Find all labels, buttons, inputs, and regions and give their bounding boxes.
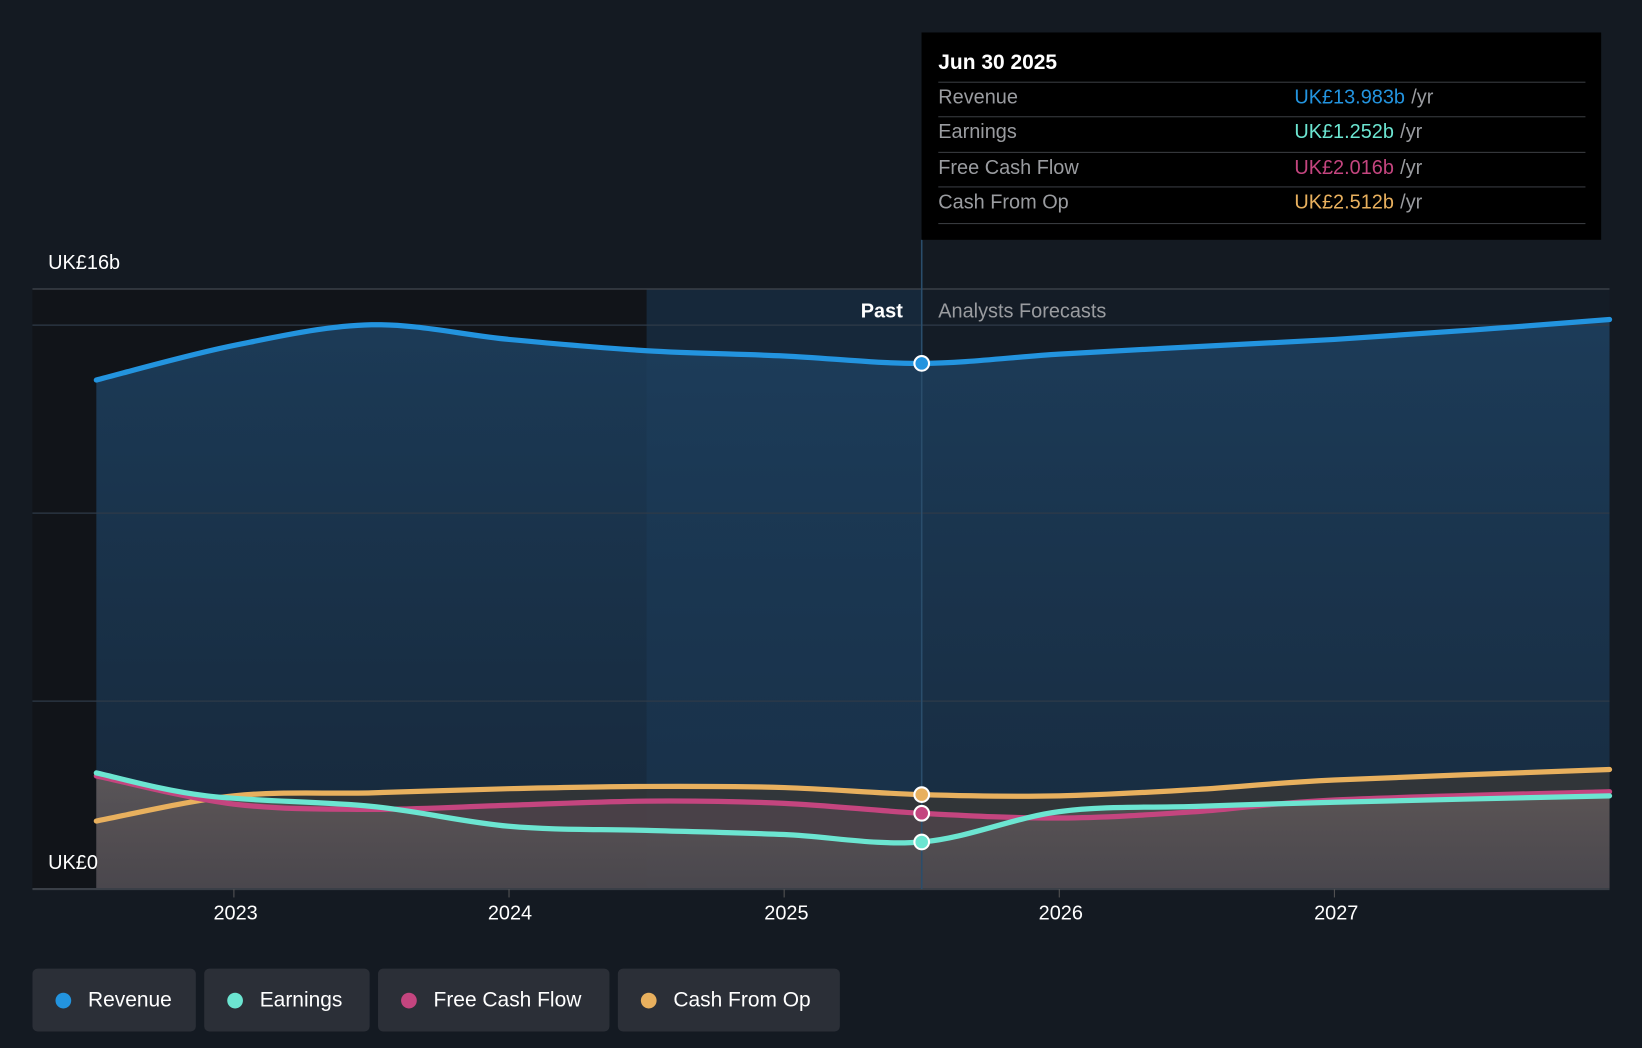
legend-label: Cash From Op — [673, 988, 811, 1012]
free-cash-flow-marker[interactable] — [913, 804, 931, 822]
tooltip-label: Revenue — [938, 86, 1018, 109]
tooltip-row-fcf: Free Cash Flow UK£2.016b/yr — [938, 151, 1586, 188]
earnings-marker[interactable] — [913, 833, 931, 851]
tooltip-label: Earnings — [938, 121, 1017, 144]
earnings-dot-icon — [227, 992, 243, 1008]
tooltip-value: UK£2.512b — [1294, 191, 1394, 214]
legend-label: Revenue — [87, 988, 172, 1012]
earnings-area — [96, 772, 1610, 890]
tooltip-unit: /yr — [1411, 86, 1434, 109]
legend-revenue[interactable]: Revenue — [32, 968, 196, 1032]
tooltip-value: UK£2.016b — [1294, 157, 1394, 180]
fcf-dot-icon — [401, 992, 417, 1008]
tooltip-unit: /yr — [1400, 157, 1423, 180]
tooltip: Jun 30 2025 Revenue UK£13.983b/yr Earning… — [921, 32, 1602, 240]
y-axis-bottom-label: UK£0 — [48, 852, 98, 875]
x-tick-2026: 2026 — [1038, 902, 1083, 925]
legend-label: Free Cash Flow — [433, 988, 582, 1012]
legend-earnings[interactable]: Earnings — [204, 968, 370, 1032]
forecast-label: Analysts Forecasts — [938, 300, 1107, 323]
past-label: Past — [860, 300, 903, 323]
cfo-dot-icon — [640, 992, 657, 1008]
legend-free-cash-flow[interactable]: Free Cash Flow — [378, 968, 610, 1032]
legend-cash-from-op[interactable]: Cash From Op — [617, 968, 840, 1032]
revenue-marker[interactable] — [913, 355, 931, 372]
tooltip-row-revenue: Revenue UK£13.983b/yr — [938, 81, 1586, 118]
revenue-area — [96, 319, 1610, 890]
cash-from-op-marker[interactable] — [913, 786, 931, 804]
cash-from-op-line — [93, 766, 1613, 824]
tooltip-date: Jun 30 2025 — [938, 51, 1058, 75]
tooltip-value: UK£13.983b — [1294, 86, 1405, 109]
revenue-line — [93, 316, 1613, 383]
earnings-line — [93, 770, 1613, 846]
tooltip-row-earnings: Earnings UK£1.252b/yr — [938, 116, 1586, 152]
tooltip-divider — [938, 223, 1586, 225]
tooltip-unit: /yr — [1400, 191, 1423, 214]
tooltip-label: Free Cash Flow — [938, 157, 1079, 180]
legend-label: Earnings — [259, 988, 343, 1012]
y-axis-top-label: UK£16b — [48, 252, 121, 275]
x-tick-2023: 2023 — [213, 902, 258, 925]
x-tick-2027: 2027 — [1314, 902, 1359, 925]
tooltip-unit: /yr — [1400, 121, 1423, 144]
tooltip-row-cfo: Cash From Op UK£2.512b/yr — [938, 186, 1586, 222]
x-tick-2024: 2024 — [487, 902, 533, 925]
revenue-dot-icon — [55, 992, 72, 1008]
tooltip-label: Cash From Op — [938, 191, 1069, 214]
x-tick-2025: 2025 — [764, 902, 809, 925]
tooltip-value: UK£1.252b — [1294, 121, 1394, 144]
